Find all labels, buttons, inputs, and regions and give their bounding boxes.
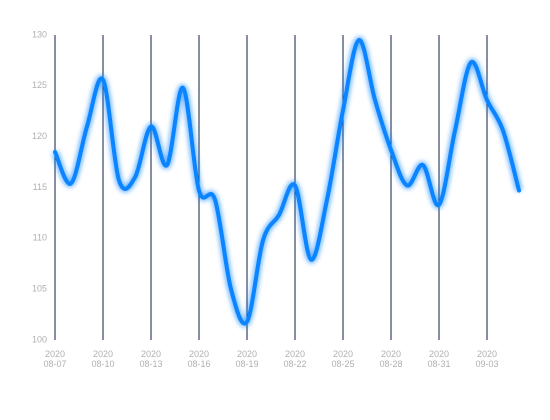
line <box>53 38 521 326</box>
line-glow <box>51 36 523 327</box>
x-tick-label: 2020 09-03 <box>475 349 499 369</box>
x-tick-label: 2020 08-16 <box>187 349 211 369</box>
x-tick-label: 2020 08-22 <box>283 349 307 369</box>
x-tick-label: 2020 08-19 <box>235 349 259 369</box>
y-tick-label: 110 <box>33 233 47 243</box>
x-tick-label: 2020 08-13 <box>139 349 163 369</box>
y-tick-label: 120 <box>32 131 47 141</box>
x-tick-label: 2020 08-07 <box>43 349 67 369</box>
x-tick-label: 2020 08-28 <box>379 349 403 369</box>
y-tick-label: 130 <box>32 29 47 39</box>
y-tick-label: 100 <box>32 334 47 344</box>
x-tick-label: 2020 08-10 <box>91 349 115 369</box>
y-tick-label: 115 <box>33 182 47 192</box>
y-tick-label: 105 <box>32 284 47 294</box>
x-tick-label: 2020 08-31 <box>427 349 451 369</box>
x-tick-label: 2020 08-25 <box>331 349 355 369</box>
y-tick-label: 125 <box>32 80 47 90</box>
